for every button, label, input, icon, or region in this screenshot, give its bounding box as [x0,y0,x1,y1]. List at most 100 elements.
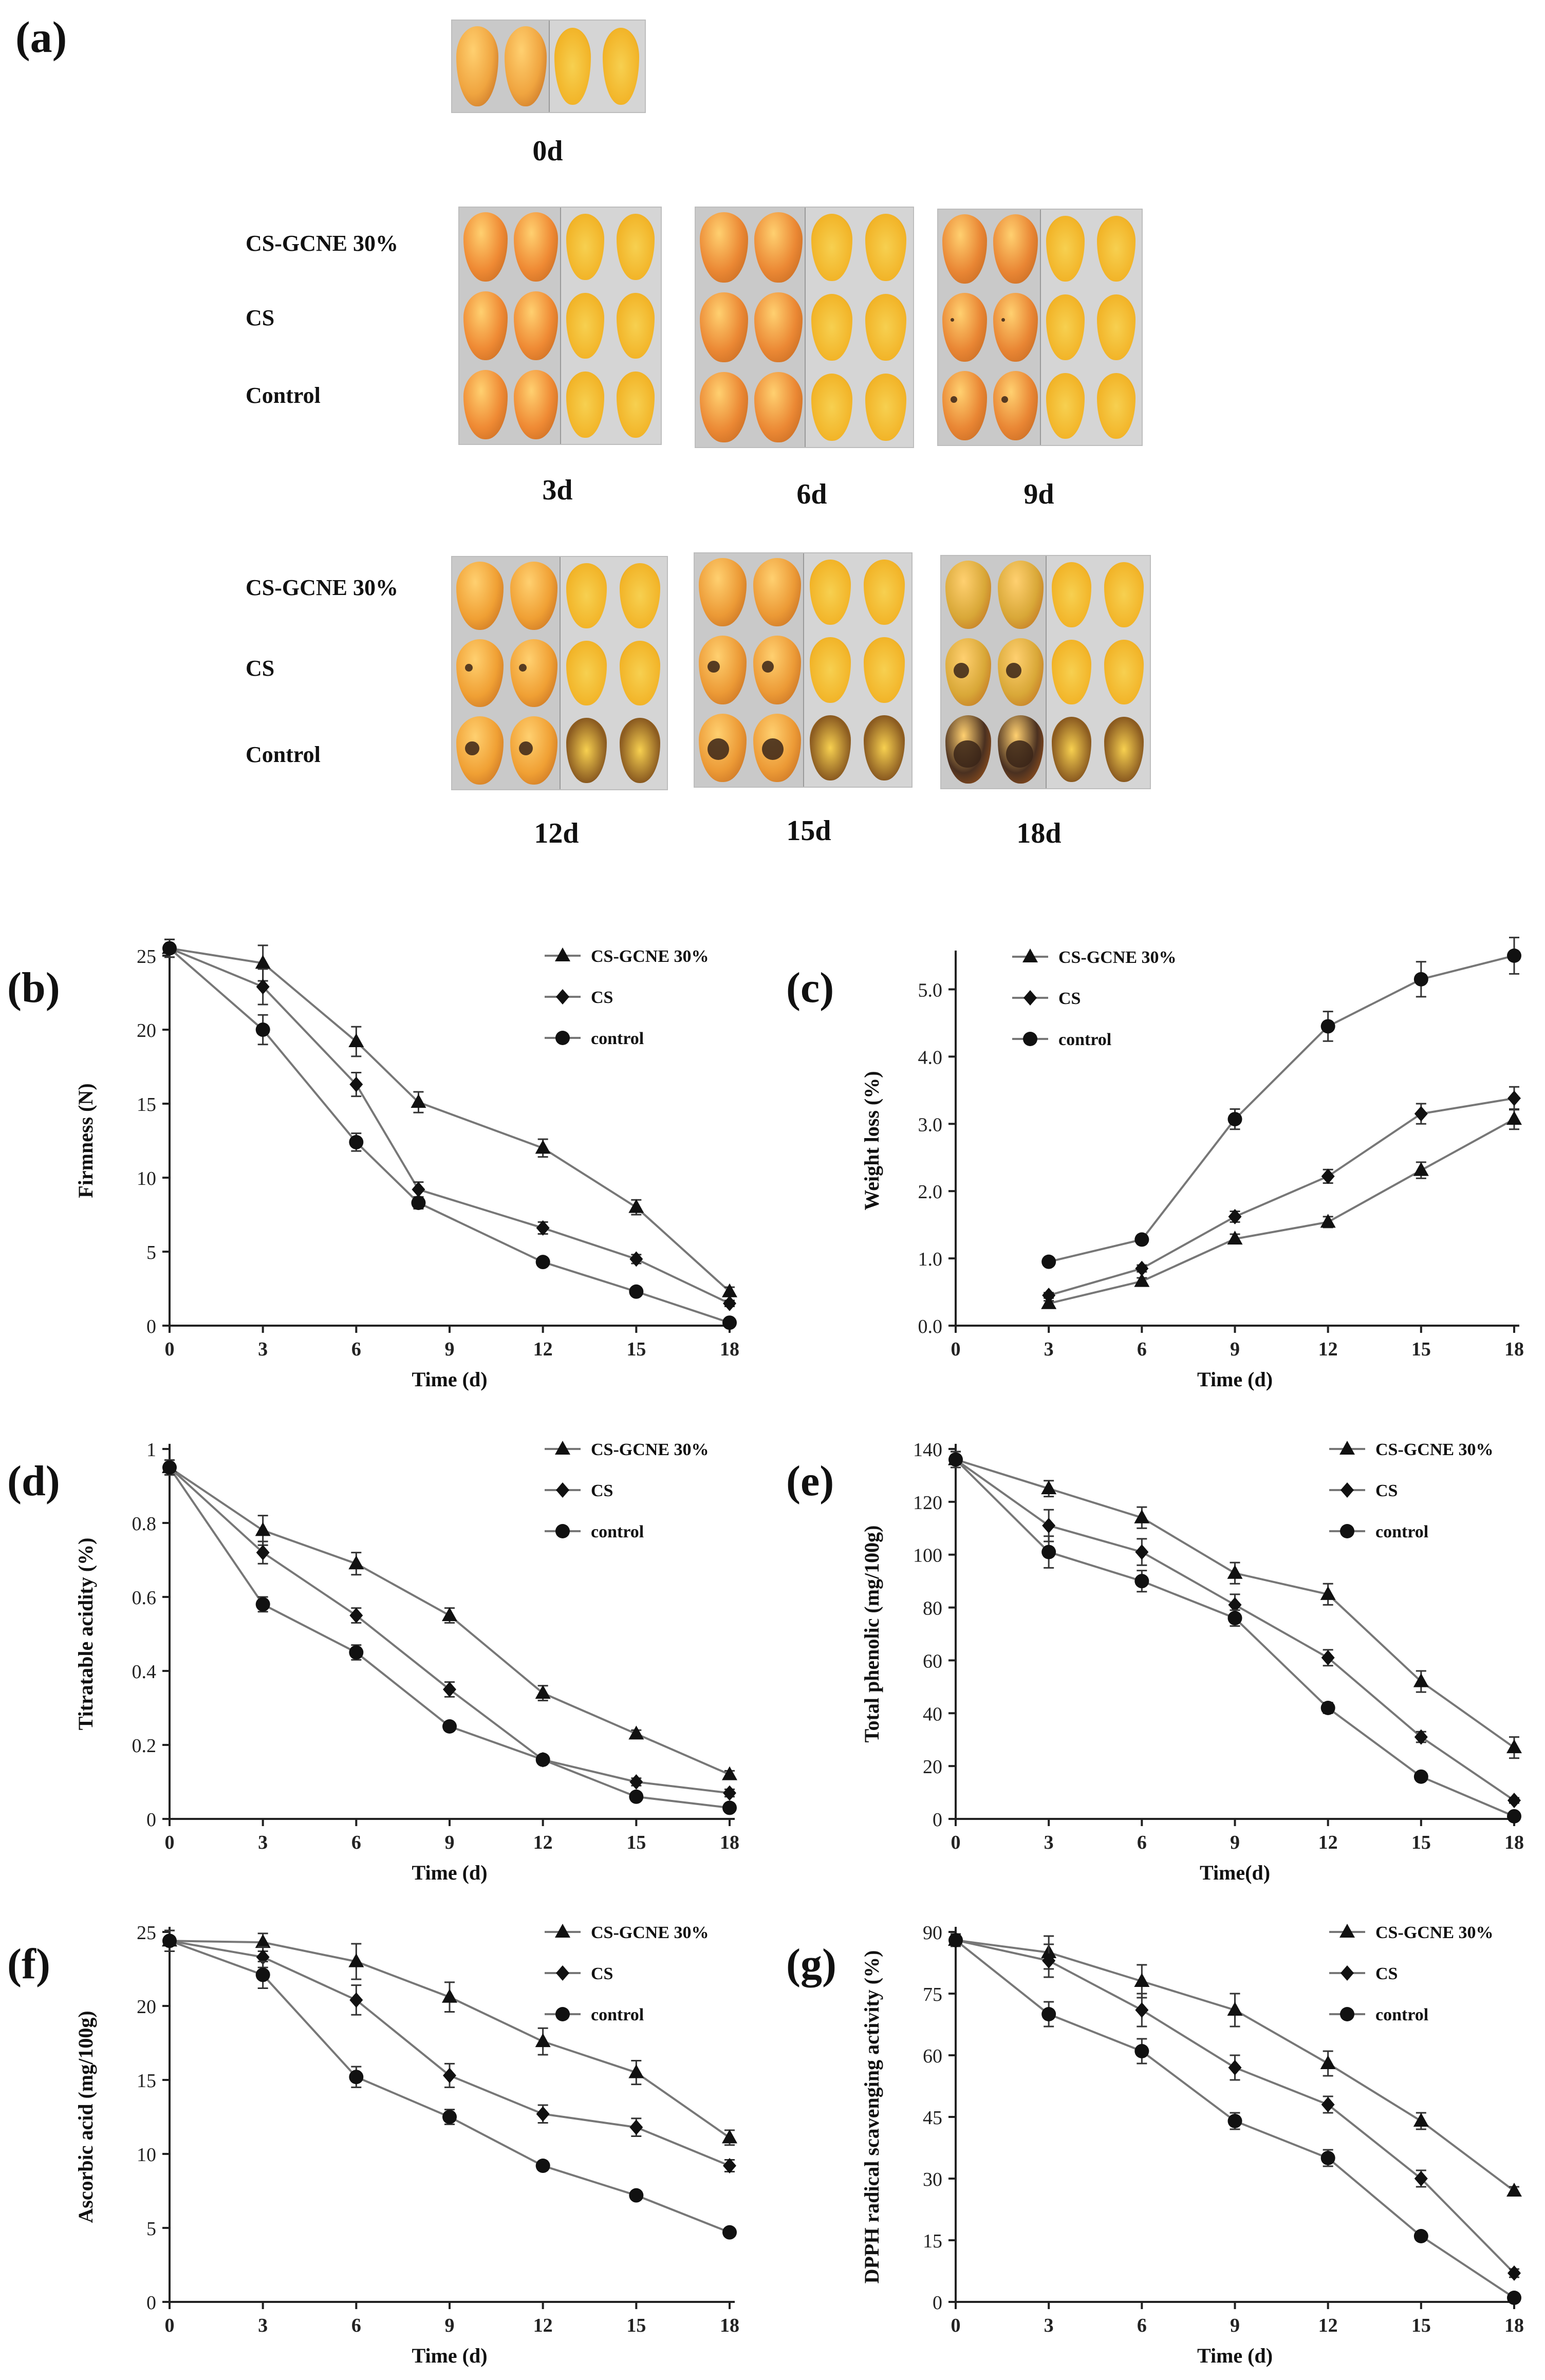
y-tick-label: 90 [923,1922,942,1944]
data-point-diamond [629,2119,643,2135]
series-line-triangle [1048,1118,1515,1305]
x-tick-label: 12 [533,1832,553,1853]
legend-label: CS-GCNE 30% [1058,948,1177,967]
data-point-circle [1507,949,1521,963]
mango-fruit [456,26,499,107]
data-point-circle [162,1933,177,1948]
mango-fruit [753,558,801,627]
y-tick-label: 15 [137,1094,156,1115]
legend-label: CS [1375,1481,1398,1500]
legend-label: CS-GCNE 30% [591,947,709,966]
y-tick-label: 5 [146,2218,156,2240]
legend-marker-diamond [556,1965,569,1981]
data-point-diamond [536,2106,550,2122]
data-point-triangle [628,1199,644,1213]
data-point-diamond [1321,1650,1335,1666]
mango-slice [1104,639,1144,705]
series-line-circle [169,947,730,1324]
mango-fruit [993,371,1038,440]
legend-label: control [1375,1522,1428,1541]
decay-spot [950,318,954,322]
legend-marker-circle [555,1524,570,1538]
panel-a-label: (a) [15,12,67,62]
mango-fruit [754,371,803,442]
data-point-triangle [1413,2113,1429,2127]
data-point-triangle [411,1094,426,1108]
legend-marker-circle [1340,1524,1354,1538]
legend-marker-circle [555,1031,570,1045]
data-point-triangle [255,1522,271,1536]
y-axis-label: Ascorbic acid (mg/100g) [74,2011,97,2223]
data-point-circle [535,1255,550,1270]
data-point-circle [1041,2007,1056,2021]
mango-photo-15d [694,552,913,788]
mango-slice [566,371,605,438]
mango-slice [811,374,852,441]
decay-spot [518,663,527,672]
y-tick-label: 15 [137,2070,156,2092]
mango-slice [1052,639,1092,705]
mango-photo-18d [940,555,1151,789]
decay-spot [518,741,533,756]
x-tick-label: 18 [1504,1338,1524,1360]
decay-spot [708,738,730,760]
legend-marker-diamond [1341,1965,1354,1981]
data-point-circle [1227,1112,1242,1127]
data-point-diamond [629,1774,643,1790]
legend-marker-triangle [1339,1924,1355,1938]
data-point-diamond [349,1076,363,1092]
data-point-diamond [256,979,270,995]
data-point-circle [1320,2151,1335,2165]
y-tick-label: 0 [146,2292,156,2314]
mango-fruit [510,639,557,708]
data-point-circle [162,941,177,956]
data-point-triangle [1413,1162,1429,1176]
x-tick-label: 0 [951,1832,961,1853]
series-line-diamond [955,1939,1515,2274]
x-tick-label: 6 [1137,2315,1147,2336]
x-tick-label: 12 [533,1338,553,1360]
y-tick-label: 120 [913,1492,942,1514]
data-point-diamond [1042,1518,1056,1534]
mango-slice [1104,562,1144,627]
x-tick-label: 18 [720,1832,739,1853]
panel-label-e: (e) [786,1457,834,1505]
x-tick-label: 6 [351,2315,361,2336]
decay-spot [465,741,479,756]
data-point-circle [349,1135,364,1149]
data-point-circle [722,2225,737,2240]
mango-slice [1046,373,1085,439]
mango-fruit [993,214,1038,284]
y-tick-label: 4.0 [918,1047,943,1068]
mango-fruit [456,639,504,708]
data-point-triangle [628,2064,644,2078]
x-tick-label: 15 [626,1832,646,1853]
data-point-circle [1507,2291,1521,2305]
mango-fruit [942,371,988,440]
data-point-triangle [535,1140,551,1154]
mango-slice [1052,717,1092,782]
data-point-circle [1134,2044,1149,2058]
y-tick-label: 5 [146,1242,156,1263]
data-point-triangle [255,955,271,969]
data-point-circle [629,1284,644,1299]
y-tick-label: 0 [933,1809,942,1831]
legend-label: control [1058,1030,1111,1049]
mango-fruit [463,212,508,282]
mango-slice [809,560,851,625]
mango-slice [616,214,655,281]
y-tick-label: 0 [146,1809,156,1831]
mango-fruit [754,212,803,283]
y-tick-label: 10 [137,1168,156,1189]
x-tick-label: 15 [1411,1338,1431,1360]
data-point-circle [1507,1809,1521,1824]
data-point-diamond [1042,1288,1056,1304]
data-point-diamond [349,1992,363,2008]
panel-label-g: (g) [786,1940,836,1988]
panel-label-d: (d) [7,1457,60,1505]
y-tick-label: 0 [146,1316,156,1337]
series-line-triangle [169,1940,731,2139]
data-point-diamond [1414,1106,1428,1122]
mango-slice [566,214,605,281]
decay-spot [954,662,970,678]
